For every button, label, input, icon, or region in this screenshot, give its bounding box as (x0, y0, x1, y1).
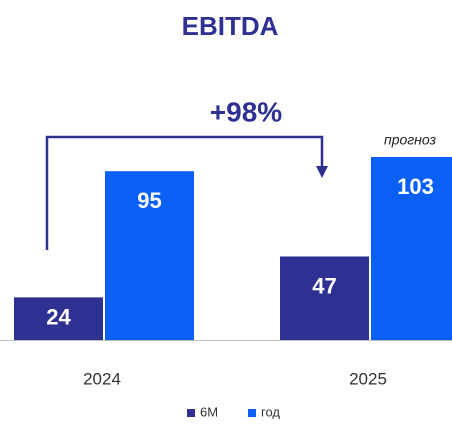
data-label: 103 (397, 174, 434, 199)
data-label: 95 (137, 188, 161, 213)
legend-swatch (248, 409, 256, 417)
comparison-bracket (45, 135, 324, 250)
legend-swatch (187, 409, 195, 417)
chart-title: EBITDA (182, 11, 279, 41)
bar (280, 256, 369, 340)
bar (371, 157, 452, 340)
data-label: 24 (46, 304, 71, 329)
x-tick-label: 2025 (349, 369, 387, 388)
bracket-arrow (316, 166, 328, 178)
growth-annotation: +98% (210, 96, 282, 127)
legend-label: 6M (200, 404, 218, 419)
legend-label: год (261, 404, 280, 419)
bar (14, 297, 103, 340)
bar (105, 171, 194, 340)
x-tick-label: 2024 (83, 369, 121, 388)
data-label: 47 (312, 273, 336, 298)
forecast-label: прогноз (384, 132, 437, 148)
